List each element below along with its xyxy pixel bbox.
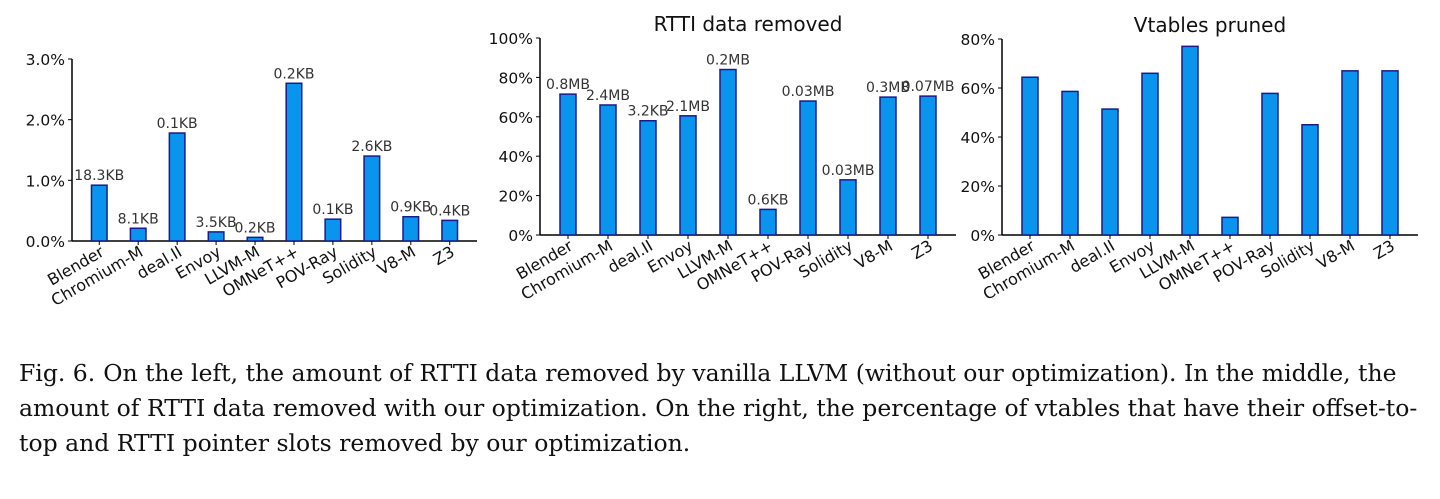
x-tick-label: Z3 <box>430 242 458 269</box>
y-tick-label: 3.0% <box>26 51 65 69</box>
bar-pov-ray <box>799 100 817 236</box>
bar-z3 <box>1381 70 1399 236</box>
caption-text: On the left, the amount of RTTI data rem… <box>19 359 1418 457</box>
bar-deal-ii <box>1101 108 1119 236</box>
figure-charts: 0.0%1.0%2.0%3.0%18.3KBBlender8.1KBChromi… <box>26 12 1418 310</box>
chart-title: Vtables pruned <box>1134 13 1286 37</box>
data-label: 0.8MB <box>546 77 590 93</box>
y-tick-label: 0% <box>970 227 995 245</box>
x-tick-label: Z3 <box>908 236 936 263</box>
data-label: 2.4MB <box>586 88 630 104</box>
data-label: 3.2KB <box>627 104 668 120</box>
bar-omnet- <box>1221 216 1239 236</box>
bar-chromium-m <box>129 227 147 242</box>
bar-z3 <box>441 219 459 242</box>
y-tick-label: 100% <box>489 30 533 48</box>
bar-blender <box>90 184 108 242</box>
bar-envoy <box>207 231 225 242</box>
bar-z3 <box>919 95 937 236</box>
y-tick-label: 60% <box>961 80 995 98</box>
data-label: 0.2KB <box>234 220 275 236</box>
data-label: 0.1KB <box>312 202 353 218</box>
y-tick-label: 1.0% <box>26 172 65 190</box>
data-label: 2.1MB <box>666 99 710 115</box>
caption-label: Fig. 6. <box>19 359 96 387</box>
bar-omnet- <box>759 208 777 236</box>
data-label: 0.9KB <box>390 200 431 216</box>
bar-v8-m <box>1341 70 1359 236</box>
data-label: 2.6KB <box>351 139 392 155</box>
data-label: 0.1KB <box>157 116 198 132</box>
y-tick-label: 80% <box>961 31 995 49</box>
bar-pov-ray <box>1261 92 1279 236</box>
data-label: 0.2KB <box>273 66 314 82</box>
bar-chromium-m <box>599 104 617 236</box>
figure-caption: Fig. 6. On the left, the amount of RTTI d… <box>19 356 1429 461</box>
y-tick-label: 0% <box>508 227 533 245</box>
y-tick-label: 20% <box>961 178 995 196</box>
data-label: 0.03MB <box>782 84 835 100</box>
x-tick-label: Z3 <box>1370 236 1398 263</box>
y-tick-label: 40% <box>961 129 995 147</box>
bar-deal-ii <box>639 119 657 236</box>
bar-blender <box>1021 76 1039 236</box>
x-tick-label: deal.II <box>1066 236 1118 277</box>
y-tick-label: 60% <box>499 109 533 127</box>
bar-omnet- <box>285 82 303 242</box>
bar-blender <box>559 93 577 236</box>
bar-solidity <box>1301 124 1319 236</box>
bar-llvm-m <box>1181 45 1199 236</box>
bar-envoy <box>1141 72 1159 236</box>
data-label: 0.03MB <box>822 163 875 179</box>
bar-deal-ii <box>168 132 186 242</box>
x-tick-label: V8-M <box>1313 236 1358 273</box>
x-tick-label: V8-M <box>851 236 896 273</box>
bar-pov-ray <box>324 218 342 242</box>
x-tick-label: V8-M <box>374 242 419 279</box>
bar-v8-m <box>402 215 420 242</box>
data-label: 0.07MB <box>902 79 955 95</box>
bar-solidity <box>363 155 381 242</box>
data-label: 0.4KB <box>429 203 470 219</box>
data-label: 0.2MB <box>706 53 750 69</box>
data-label: 18.3KB <box>74 168 124 184</box>
bar-chromium-m <box>1061 90 1079 236</box>
data-label: 0.3MB <box>866 80 910 96</box>
data-label: 0.6KB <box>747 192 788 208</box>
y-tick-label: 20% <box>499 188 533 206</box>
y-tick-label: 40% <box>499 148 533 166</box>
bar-solidity <box>839 179 857 236</box>
y-tick-label: 0.0% <box>26 233 65 251</box>
x-tick-label: deal.II <box>604 236 656 277</box>
chart-title: RTTI data removed <box>654 12 843 36</box>
y-tick-label: 80% <box>499 69 533 87</box>
y-tick-label: 2.0% <box>26 112 65 130</box>
data-label: 8.1KB <box>118 211 159 227</box>
bar-llvm-m <box>246 236 264 242</box>
data-label: 3.5KB <box>196 215 237 231</box>
bar-envoy <box>679 115 697 236</box>
bar-llvm-m <box>719 68 737 236</box>
bar-v8-m <box>879 96 897 236</box>
